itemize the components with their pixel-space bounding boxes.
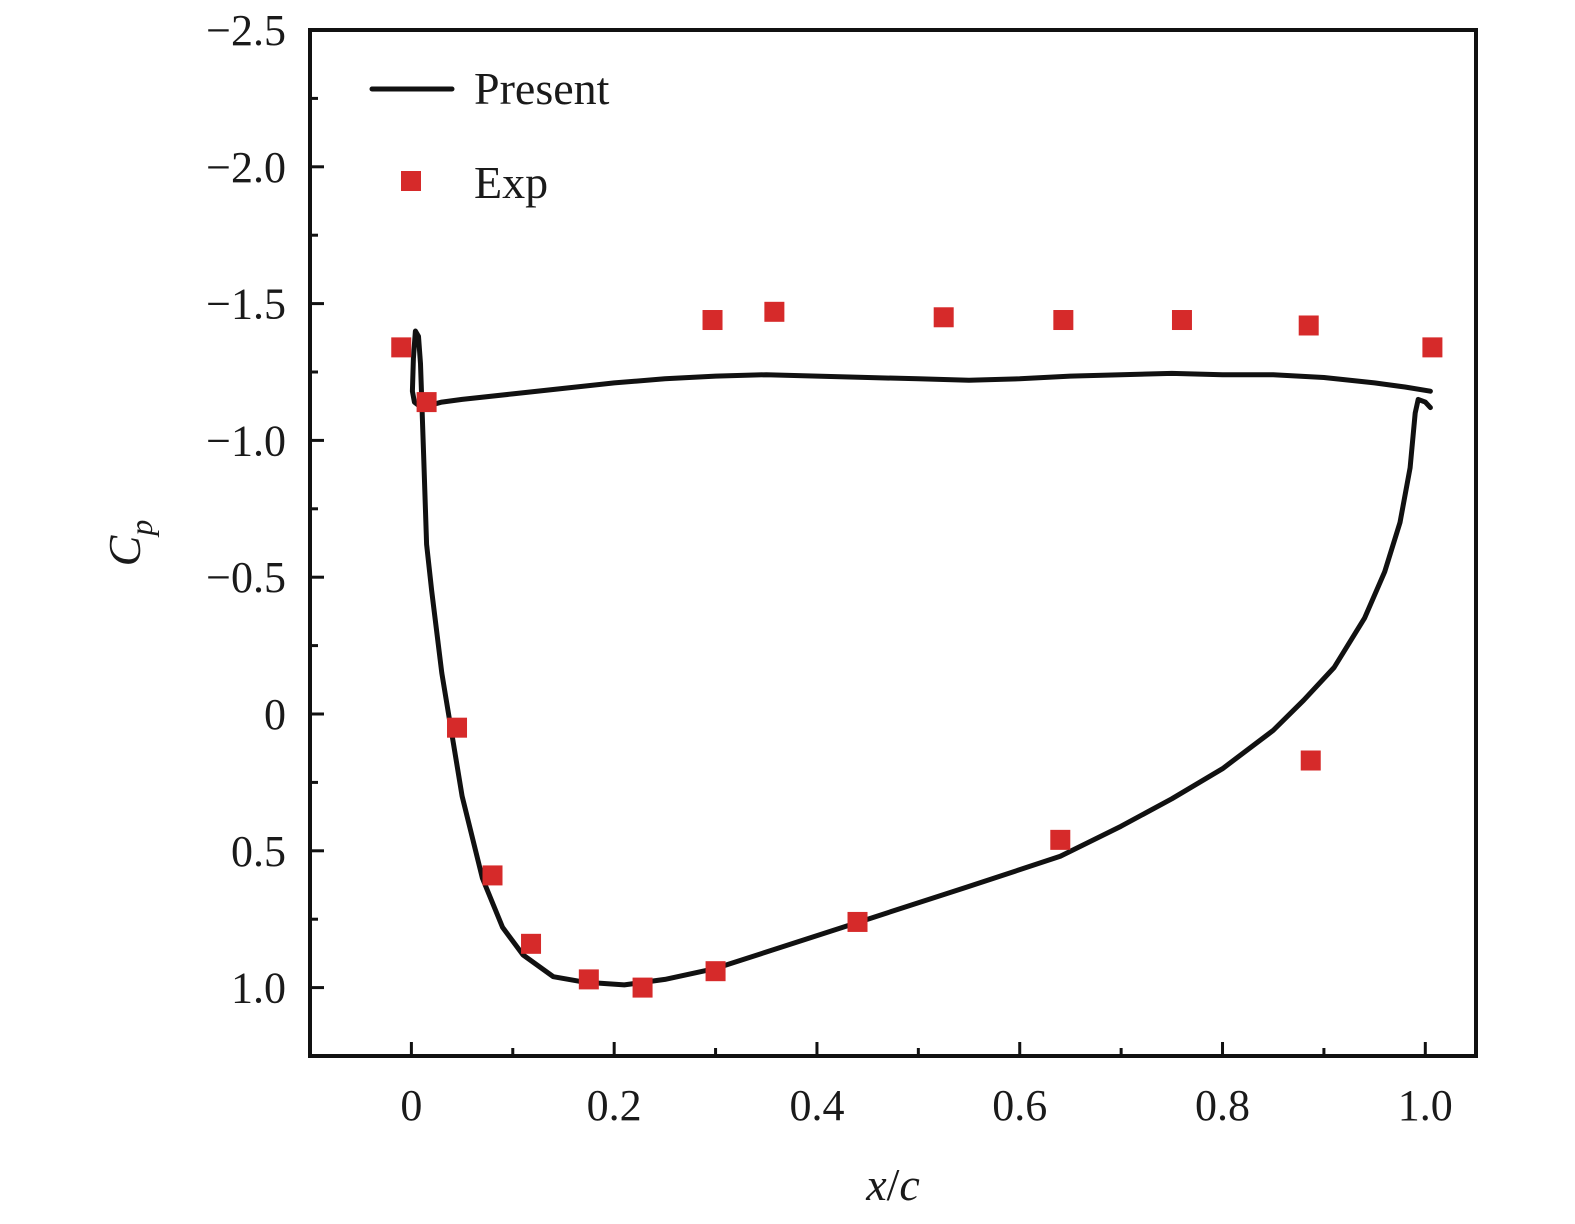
series-layer bbox=[391, 301, 1443, 998]
exp-data-point bbox=[482, 865, 503, 886]
exp-data-point bbox=[1171, 310, 1192, 331]
exp-data-point bbox=[705, 961, 726, 982]
exp-data-point bbox=[1422, 337, 1443, 358]
y-tick-label: 1.0 bbox=[231, 964, 286, 1013]
x-axis-title-den: c bbox=[899, 1159, 919, 1210]
legend: Present Exp bbox=[369, 63, 610, 208]
legend-exp-label: Exp bbox=[474, 157, 548, 208]
exp-data-point bbox=[847, 911, 868, 932]
exp-data-point bbox=[521, 933, 542, 954]
x-axis-title-var: x bbox=[865, 1159, 887, 1210]
y-tick-label: −0.5 bbox=[206, 553, 286, 602]
y-tick-label: 0.5 bbox=[231, 827, 286, 876]
y-axis-title-main: C bbox=[99, 534, 150, 566]
exp-data-point bbox=[764, 301, 785, 322]
y-tick-label: −2.0 bbox=[206, 143, 286, 192]
exp-data-point bbox=[447, 717, 468, 738]
plot-frame bbox=[308, 28, 1478, 1058]
exp-data-point bbox=[1053, 310, 1074, 331]
y-tick-label: −1.5 bbox=[206, 280, 286, 329]
exp-data-point bbox=[632, 977, 653, 998]
x-tick-label: 0.8 bbox=[1195, 1081, 1250, 1130]
x-tick-label: 1.0 bbox=[1398, 1081, 1453, 1130]
exp-data-point bbox=[1050, 829, 1071, 850]
y-axis-title: Cp bbox=[99, 520, 159, 567]
exp-data-point bbox=[933, 307, 954, 328]
x-tick-label: 0.2 bbox=[587, 1081, 642, 1130]
y-tick-label: −2.5 bbox=[206, 6, 286, 55]
x-tick-label: 0.6 bbox=[992, 1081, 1047, 1130]
y-tick-label: −1.0 bbox=[206, 416, 286, 465]
exp-data-point bbox=[702, 310, 723, 331]
exp-data-point bbox=[578, 969, 599, 990]
x-axis-title-sep: / bbox=[887, 1159, 900, 1210]
y-tick-label: 0 bbox=[264, 690, 286, 739]
y-axis-title-sub: p bbox=[123, 520, 159, 538]
x-tick-label: 0.4 bbox=[789, 1081, 844, 1130]
x-tick-label: 0 bbox=[400, 1081, 422, 1130]
exp-data-point bbox=[391, 337, 412, 358]
x-axis-title: x/c bbox=[865, 1159, 920, 1210]
exp-data-point bbox=[1298, 315, 1319, 336]
legend-present-label: Present bbox=[474, 63, 610, 114]
series-line-present bbox=[409, 328, 1433, 988]
x-tick-labels: 0 0.2 0.4 0.6 0.8 1.0 bbox=[400, 1081, 1452, 1130]
exp-data-point bbox=[1300, 750, 1321, 771]
legend-exp-marker bbox=[401, 171, 421, 191]
y-tick-labels: −2.5 −2.0 −1.5 −1.0 −0.5 0 0.5 1.0 bbox=[206, 6, 286, 1013]
exp-data-point bbox=[416, 392, 437, 413]
